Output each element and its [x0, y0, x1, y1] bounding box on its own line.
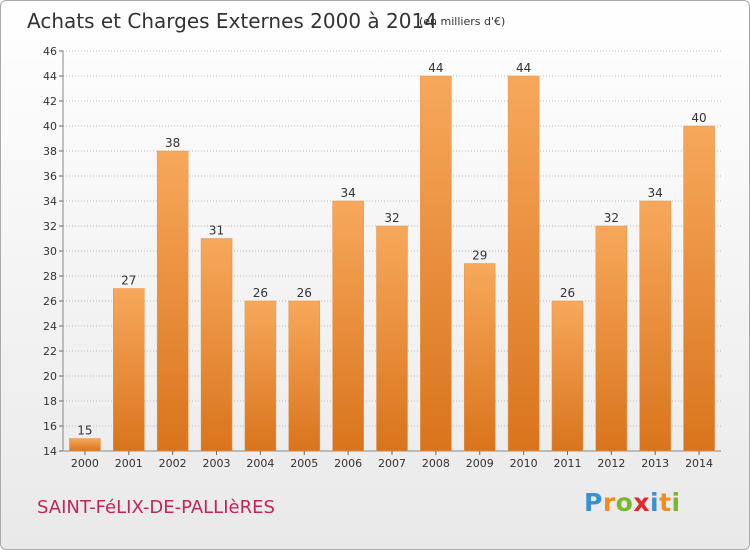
x-tick-label: 2001 [115, 457, 143, 470]
y-tick-label: 32 [43, 220, 57, 233]
y-tick-label: 14 [43, 445, 57, 458]
bar-2013 [639, 200, 671, 452]
y-tick-label: 28 [43, 270, 57, 283]
data-label: 44 [516, 61, 531, 75]
bar-2012 [595, 225, 628, 452]
x-tick-label: 2014 [685, 457, 713, 470]
y-tick-label: 42 [43, 95, 57, 108]
bar-2003 [200, 238, 233, 452]
x-tick-label: 2000 [71, 457, 99, 470]
x-tick-label: 2007 [378, 457, 406, 470]
data-label: 26 [253, 286, 268, 300]
bar-2005 [288, 300, 321, 452]
y-tick-label: 22 [43, 345, 57, 358]
y-tick-label: 46 [43, 45, 57, 58]
bar-2014 [683, 125, 715, 452]
chart-title: Achats et Charges Externes 2000 à 2014 [27, 9, 437, 33]
y-tick-label: 44 [43, 70, 57, 83]
data-label: 27 [121, 274, 136, 288]
bar-2004 [244, 300, 277, 452]
y-tick-label: 20 [43, 370, 57, 383]
logo-letter: P [584, 488, 603, 517]
y-tick-label: 40 [43, 120, 57, 133]
x-tick-label: 2010 [510, 457, 538, 470]
bar-2002 [156, 150, 189, 452]
y-tick-label: 26 [43, 295, 57, 308]
proxiti-logo: Proxiti [584, 488, 681, 517]
bar-2006 [332, 200, 364, 452]
data-label: 15 [77, 424, 92, 438]
x-tick-label: 2002 [159, 457, 187, 470]
data-label: 34 [340, 186, 355, 200]
y-tick-label: 38 [43, 145, 57, 158]
logo-letter: r [602, 488, 616, 517]
x-tick-label: 2004 [246, 457, 274, 470]
x-tick-label: 2009 [466, 457, 494, 470]
x-tick-label: 2012 [597, 457, 625, 470]
y-tick-label: 36 [43, 170, 57, 183]
data-label: 44 [428, 61, 443, 75]
logo-letter: x [633, 488, 650, 517]
data-label: 40 [691, 111, 706, 125]
data-label: 26 [297, 286, 312, 300]
data-label: 26 [560, 286, 575, 300]
logo-letter: i [650, 488, 660, 517]
bar-2007 [376, 225, 408, 452]
logo-letter: t [659, 488, 672, 517]
data-label: 29 [472, 249, 487, 263]
commune-name: SAINT-FéLIX-DE-PALLIèRES [37, 497, 275, 518]
y-tick-label: 18 [43, 395, 57, 408]
data-label: 32 [384, 211, 399, 225]
data-label: 38 [165, 136, 180, 150]
bar-2001 [113, 288, 145, 452]
bar-2008 [420, 75, 452, 452]
bar-2000 [69, 438, 101, 452]
y-tick-label: 34 [43, 195, 57, 208]
data-label: 32 [604, 211, 619, 225]
x-tick-label: 2013 [641, 457, 669, 470]
y-tick-label: 16 [43, 420, 57, 433]
data-label: 31 [209, 224, 224, 238]
logo-letter: i [671, 488, 681, 517]
bar-2009 [463, 263, 496, 452]
logo-letter: o [615, 488, 634, 517]
x-tick-label: 2008 [422, 457, 450, 470]
y-tick-label: 24 [43, 320, 57, 333]
data-label: 34 [648, 186, 663, 200]
bar-2011 [551, 300, 584, 452]
x-tick-label: 2006 [334, 457, 362, 470]
x-tick-label: 2003 [203, 457, 231, 470]
chart-subtitle: (en milliers d'€) [419, 15, 506, 28]
x-tick-label: 2005 [290, 457, 318, 470]
y-tick-label: 30 [43, 245, 57, 258]
bar-2010 [507, 75, 540, 452]
x-tick-label: 2011 [553, 457, 581, 470]
